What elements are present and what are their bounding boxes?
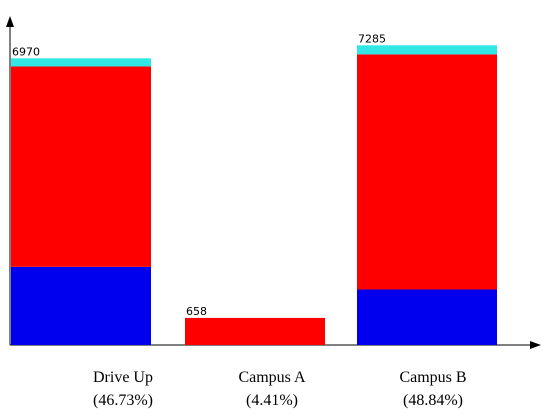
- percent-label-campus-b: (48.84%): [403, 392, 463, 409]
- percent-label-campus-a: (4.41%): [246, 392, 298, 409]
- total-label-campus-b: 7285: [358, 32, 386, 45]
- bar-segment-3-drive-up: [11, 58, 151, 66]
- bar-segment-2-campus-a: [185, 318, 325, 345]
- category-label-campus-a: Campus A: [238, 369, 306, 386]
- bar-segment-3-campus-b: [357, 45, 497, 54]
- total-label-campus-a: 658: [186, 305, 207, 318]
- category-label-campus-b: Campus B: [399, 369, 466, 386]
- bar-group: [11, 45, 497, 345]
- total-label-drive-up: 6970: [12, 45, 40, 58]
- y-axis-arrow: [6, 16, 14, 27]
- bar-segment-1-campus-b: [357, 290, 497, 346]
- x-axis-arrow: [530, 341, 541, 349]
- category-label-drive-up: Drive Up: [93, 369, 153, 386]
- percent-label-drive-up: (46.73%): [93, 392, 153, 409]
- bar-segment-2-drive-up: [11, 67, 151, 267]
- bar-segment-1-drive-up: [11, 267, 151, 345]
- bar-segment-2-campus-b: [357, 54, 497, 289]
